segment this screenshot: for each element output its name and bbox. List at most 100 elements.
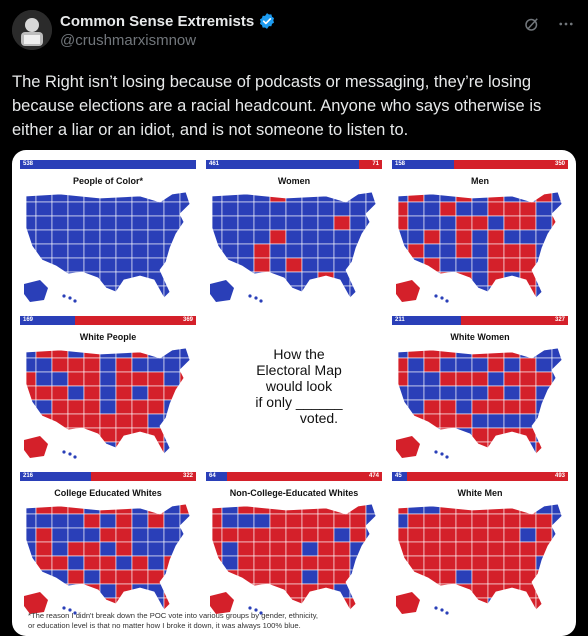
tweet-text: The Right isn’t losing because of podcas…	[12, 73, 542, 139]
author-name[interactable]: Common Sense Extremists	[60, 12, 255, 30]
state-cell	[99, 229, 117, 245]
state-cell	[115, 201, 133, 217]
state-cell	[423, 399, 441, 415]
state-cell	[455, 541, 473, 557]
state-cell	[35, 201, 53, 217]
state-cell	[67, 201, 85, 217]
map-title: White People	[79, 332, 137, 342]
state-cell	[51, 504, 69, 515]
ev-bar	[20, 316, 196, 325]
state-cell	[51, 555, 69, 571]
state-cell	[115, 569, 133, 585]
state-cell	[520, 300, 536, 306]
electoral-map-tile: 158 350 Men	[392, 160, 568, 310]
state-cell	[163, 513, 181, 529]
state-cell	[99, 257, 117, 273]
state-cell	[455, 569, 473, 585]
state-cell	[317, 555, 335, 571]
state-cell	[407, 357, 425, 373]
state-cell	[99, 357, 117, 373]
avatar[interactable]	[12, 10, 52, 50]
state-cell	[221, 555, 239, 571]
state-cell	[398, 215, 409, 231]
state-cell	[398, 555, 409, 571]
state-cell	[67, 229, 85, 245]
tweet-image[interactable]: 538 People of Color* 461 71 Women 158 350 Men 16…	[12, 150, 576, 636]
state-cell	[535, 243, 553, 259]
footnote: *The reason I didn't break down the POC …	[28, 611, 568, 631]
state-cell	[67, 555, 85, 571]
state-cell	[487, 541, 505, 557]
hawaii-island	[62, 294, 66, 298]
state-cell	[471, 441, 489, 454]
grok-icon[interactable]	[522, 14, 542, 34]
state-cell	[269, 504, 287, 515]
state-cell	[131, 413, 149, 429]
state-cell	[301, 555, 319, 571]
state-cell	[439, 399, 457, 415]
state-cell	[487, 399, 505, 415]
state-cell	[35, 513, 53, 529]
state-cell	[285, 527, 303, 543]
state-cell	[83, 215, 101, 231]
state-cell	[439, 371, 457, 387]
ev-blue-count: 211	[395, 317, 405, 323]
state-cell	[269, 555, 287, 571]
state-cell	[131, 357, 149, 373]
state-cell	[83, 201, 101, 217]
state-cell	[301, 541, 319, 557]
state-cell	[131, 504, 149, 515]
state-cell	[285, 597, 303, 610]
state-cell	[551, 441, 562, 454]
state-cell	[503, 215, 521, 231]
state-cell	[317, 513, 335, 529]
state-cell	[423, 192, 441, 203]
state-cell	[439, 385, 457, 401]
state-cell	[237, 285, 255, 298]
state-cell	[407, 229, 425, 245]
state-cell	[423, 348, 441, 359]
state-cell	[179, 541, 190, 557]
state-cell	[398, 413, 409, 429]
state-cell	[51, 583, 69, 599]
ev-bar-red	[90, 472, 196, 481]
state-cell	[407, 399, 425, 415]
electoral-map-tile: 45 493 White Men	[392, 472, 568, 622]
state-cell	[317, 192, 335, 203]
state-cell	[365, 597, 376, 610]
state-cell	[147, 399, 165, 415]
state-cell	[212, 229, 223, 245]
alaska-shape	[396, 436, 420, 458]
hawaii-island	[62, 450, 66, 454]
state-cell	[423, 385, 441, 401]
state-cell	[147, 385, 165, 401]
state-cell	[212, 513, 223, 529]
state-cell	[423, 513, 441, 529]
state-cell	[163, 201, 181, 217]
state-cell	[180, 300, 196, 306]
state-cell	[333, 215, 351, 231]
state-cell	[551, 385, 562, 401]
caption-line: voted.	[299, 410, 339, 426]
state-cell	[488, 456, 504, 462]
state-cell	[52, 300, 68, 306]
state-cell	[504, 300, 520, 306]
state-cell	[503, 555, 521, 571]
state-cell	[519, 385, 537, 401]
hawaii-island	[445, 299, 449, 303]
state-cell	[67, 357, 85, 373]
state-cell	[237, 583, 255, 599]
more-icon[interactable]	[556, 14, 576, 34]
state-cell	[471, 257, 489, 273]
state-cell	[423, 371, 441, 387]
state-cell	[51, 215, 69, 231]
state-cell	[163, 371, 181, 387]
state-cell	[487, 385, 505, 401]
author-handle[interactable]: @crushmarxismnow	[60, 32, 197, 49]
state-cell	[519, 541, 537, 557]
us-map	[396, 191, 563, 306]
state-cell	[179, 201, 190, 217]
state-cell	[472, 300, 488, 306]
state-cell	[179, 427, 190, 443]
state-cell	[269, 569, 287, 585]
